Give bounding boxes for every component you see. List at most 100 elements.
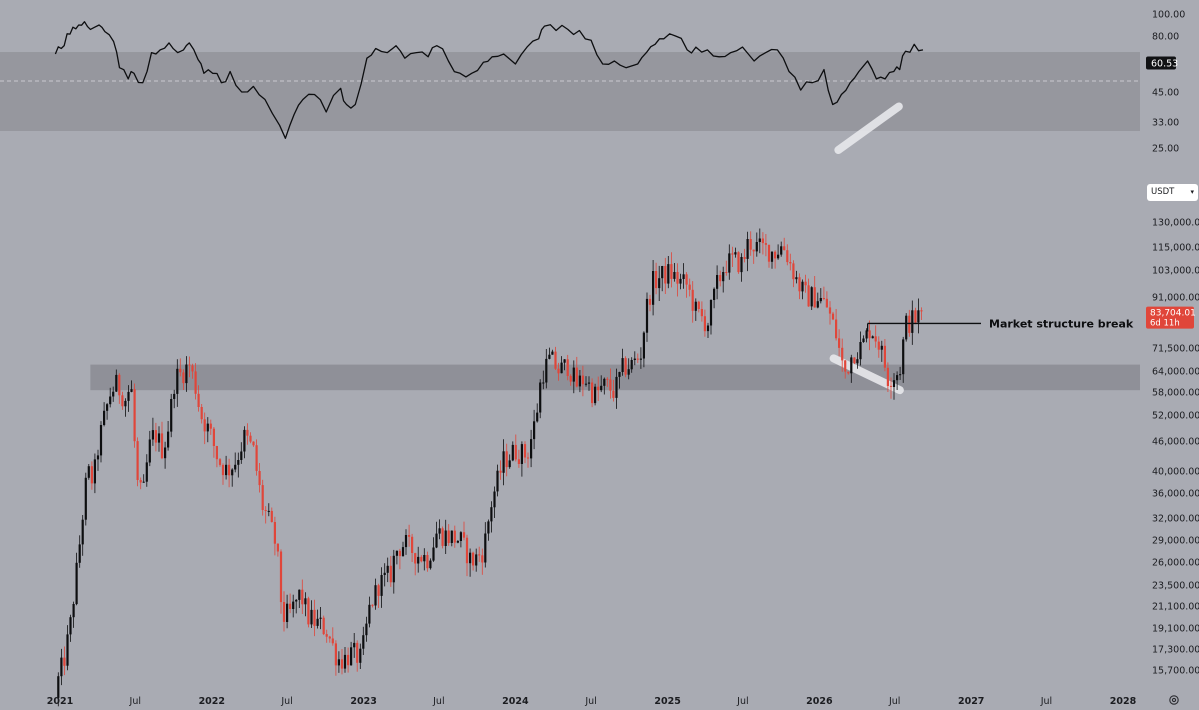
candle-body bbox=[386, 565, 389, 573]
x-tick: 2027 bbox=[958, 696, 984, 707]
candle-body bbox=[871, 336, 874, 339]
candle-body bbox=[243, 429, 246, 452]
candle-body bbox=[145, 462, 148, 482]
candle-body bbox=[755, 242, 758, 252]
candle-body bbox=[249, 435, 252, 442]
candle-body bbox=[365, 623, 368, 636]
price-y-tick: 64,000.00 bbox=[1152, 367, 1199, 378]
candle-body bbox=[289, 603, 292, 609]
market-structure-break-label: Market structure break bbox=[989, 317, 1134, 330]
x-tick: Jul bbox=[584, 696, 596, 707]
candle-body bbox=[536, 412, 539, 422]
candle-body bbox=[206, 423, 209, 432]
candle-body bbox=[395, 550, 398, 556]
candle-body bbox=[295, 599, 298, 602]
candle-body bbox=[188, 364, 191, 366]
candle-body bbox=[331, 638, 334, 644]
candle-body bbox=[566, 359, 569, 376]
candle-body bbox=[301, 589, 304, 605]
candle-body bbox=[167, 431, 170, 448]
candle-body bbox=[194, 371, 197, 394]
price-y-tick: 71,500.00 bbox=[1152, 344, 1199, 355]
candle-body bbox=[786, 250, 789, 263]
candle-body bbox=[896, 375, 899, 381]
candle-body bbox=[273, 522, 276, 544]
candle-body bbox=[487, 521, 490, 534]
candle-body bbox=[347, 654, 350, 666]
candle-body bbox=[798, 277, 801, 292]
candle-body bbox=[279, 551, 283, 603]
x-tick: Jul bbox=[129, 696, 141, 707]
rsi-y-tick: 45.00 bbox=[1152, 88, 1179, 99]
candle-body bbox=[258, 471, 261, 486]
candle-body bbox=[819, 298, 822, 302]
candle-body bbox=[688, 284, 691, 290]
candle-body bbox=[615, 376, 618, 398]
candle-body bbox=[389, 565, 392, 583]
candle-body bbox=[530, 439, 533, 459]
candle-body bbox=[343, 654, 347, 669]
candle-body bbox=[99, 425, 103, 456]
candle-body bbox=[112, 391, 115, 397]
candle-body bbox=[526, 457, 530, 459]
price-badge bbox=[1146, 306, 1194, 329]
candle-body bbox=[69, 617, 72, 635]
candle-body bbox=[825, 298, 828, 308]
price-y-tick: 52,000.00 bbox=[1152, 411, 1199, 422]
candle-body bbox=[453, 530, 456, 543]
candle-body bbox=[624, 358, 627, 375]
candle-body bbox=[377, 585, 380, 596]
candle-body bbox=[545, 358, 548, 383]
candle-body bbox=[511, 444, 514, 461]
candle-body bbox=[124, 400, 127, 407]
candle-body bbox=[404, 535, 408, 548]
candle-body bbox=[237, 460, 240, 465]
candle-body bbox=[310, 609, 313, 625]
candle-body bbox=[157, 433, 161, 443]
candle-body bbox=[109, 396, 112, 405]
candle-body bbox=[423, 555, 426, 562]
candle-body bbox=[880, 345, 883, 350]
candle-body bbox=[908, 315, 911, 333]
candle-body bbox=[889, 385, 893, 387]
candle-body bbox=[767, 244, 771, 262]
candle-body bbox=[572, 367, 575, 382]
candle-body bbox=[700, 309, 703, 317]
candle-body bbox=[664, 266, 667, 284]
candle-body bbox=[828, 307, 832, 314]
candle-body bbox=[426, 555, 429, 569]
price-y-tick: 19,100.00 bbox=[1152, 624, 1199, 635]
candle-body bbox=[523, 444, 527, 458]
candle-body bbox=[761, 238, 764, 244]
candle-body bbox=[374, 585, 377, 606]
candle-body bbox=[411, 536, 414, 553]
candle-body bbox=[78, 544, 81, 563]
candle-body bbox=[151, 430, 154, 440]
price-y-tick: 115,000.00 bbox=[1152, 243, 1199, 254]
currency-select[interactable]: USDT ▾ bbox=[1147, 184, 1198, 201]
candle-body bbox=[831, 313, 835, 320]
currency-label: USDT bbox=[1151, 187, 1175, 197]
candle-body bbox=[432, 547, 435, 561]
gear-icon[interactable] bbox=[1168, 694, 1180, 706]
candle-body bbox=[844, 360, 847, 372]
price-y-tick: 91,000.00 bbox=[1152, 293, 1199, 304]
candle-body bbox=[221, 465, 225, 476]
candle-body bbox=[600, 385, 603, 391]
candle-body bbox=[490, 507, 493, 522]
candle-body bbox=[868, 330, 871, 339]
candle-body bbox=[670, 264, 673, 279]
candle-body bbox=[383, 572, 386, 575]
candle-body bbox=[685, 274, 688, 285]
candle-body bbox=[380, 575, 383, 596]
candle-body bbox=[316, 618, 319, 626]
candle-body bbox=[493, 491, 496, 508]
candle-body bbox=[456, 541, 459, 543]
candle-body bbox=[780, 246, 783, 255]
candle-body bbox=[792, 263, 795, 280]
candle-body bbox=[554, 351, 557, 369]
candle-body bbox=[621, 358, 624, 372]
candle-body bbox=[353, 642, 356, 648]
candle-body bbox=[313, 609, 316, 626]
